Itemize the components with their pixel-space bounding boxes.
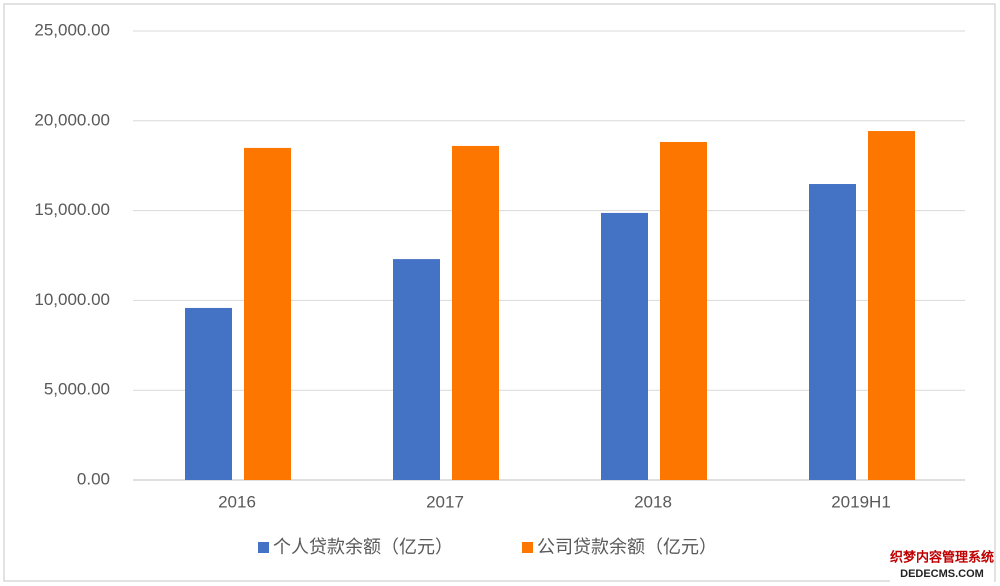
- x-tick-label: 2018: [634, 492, 672, 511]
- legend-label: 个人贷款余额（亿元）: [273, 537, 453, 557]
- legend-swatch: [258, 542, 269, 553]
- x-tick-label: 2019H1: [831, 492, 891, 511]
- y-tick-label: 0.00: [77, 469, 110, 488]
- legend-label: 公司贷款余额（亿元）: [537, 537, 717, 557]
- y-tick-label: 5,000.00: [44, 380, 110, 399]
- bar: [185, 307, 232, 480]
- y-tick-label: 25,000.00: [34, 20, 110, 39]
- watermark: DEDECMS.COM: [900, 568, 984, 580]
- y-tick-label: 20,000.00: [34, 110, 110, 129]
- x-tick-label: 2016: [218, 492, 256, 511]
- watermark-box: [890, 548, 994, 582]
- bar: [868, 131, 915, 480]
- y-tick-label: 15,000.00: [34, 200, 110, 219]
- y-tick-label: 10,000.00: [34, 290, 110, 309]
- bar: [601, 212, 648, 480]
- bar: [393, 259, 440, 480]
- bar: [809, 184, 856, 480]
- watermark: 织梦内容管理系统: [890, 549, 994, 564]
- legend-swatch: [522, 542, 533, 553]
- bar: [660, 141, 707, 480]
- x-tick-label: 2017: [426, 492, 464, 511]
- bar: [244, 147, 291, 480]
- bar: [452, 145, 499, 480]
